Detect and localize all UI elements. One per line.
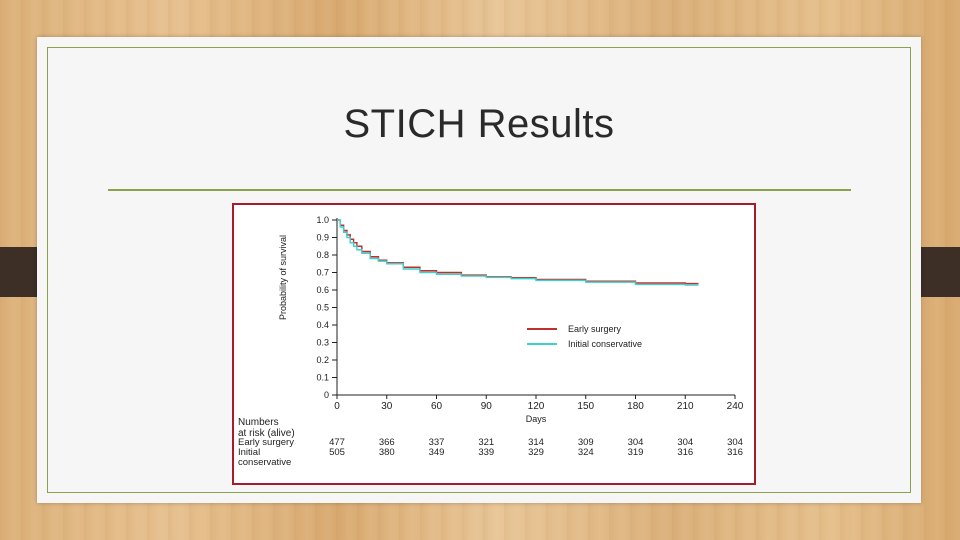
y-tick-label: 0.8	[316, 250, 329, 260]
at-risk-value: 329	[528, 447, 544, 458]
legend-label: Initial conservative	[568, 339, 642, 349]
title-divider	[108, 189, 851, 191]
at-risk-header: Numbers	[238, 417, 279, 428]
y-tick-label: 0.4	[316, 320, 329, 330]
at-risk-value: 349	[429, 447, 445, 458]
at-risk-value: 314	[528, 437, 544, 448]
x-tick-label: 60	[431, 401, 443, 412]
at-risk-value: 380	[379, 447, 395, 458]
y-tick-label: 0.1	[316, 373, 329, 383]
slide-title: STICH Results	[343, 102, 615, 146]
legend-label: Early surgery	[568, 324, 622, 334]
at-risk-value: 304	[677, 437, 693, 448]
x-tick-label: 210	[677, 401, 694, 412]
at-risk-value: 316	[677, 447, 693, 458]
y-tick-label: 0.6	[316, 285, 329, 295]
x-tick-label: 30	[381, 401, 393, 412]
at-risk-value: 339	[478, 447, 494, 458]
y-tick-label: 1.0	[316, 215, 329, 225]
at-risk-header: at risk (alive)	[238, 428, 295, 439]
y-axis-label: Probability of survival	[278, 235, 288, 320]
y-tick-label: 0.2	[316, 355, 329, 365]
y-tick-label: 0.7	[316, 268, 329, 278]
at-risk-value: 309	[578, 437, 594, 448]
at-risk-row-label: Initial	[238, 447, 260, 458]
survival-chart: 0 0.1 0.2 0.3 0.4 0.5 0.6 0.7 0.8 0.9 1.0 0 30 60 90 12…	[238, 215, 744, 468]
at-risk-row-label: Early surgery	[238, 437, 294, 448]
x-tick-label: 180	[627, 401, 644, 412]
series-line-early-surgery	[337, 219, 699, 285]
at-risk-value: 477	[329, 437, 345, 448]
y-tick-label: 0.5	[316, 303, 329, 313]
at-risk-value: 304	[628, 437, 644, 448]
x-tick-label: 240	[727, 401, 744, 412]
at-risk-row-label: conservative	[238, 457, 291, 468]
x-tick-label: 150	[577, 401, 594, 412]
x-tick-label: 0	[334, 401, 340, 412]
x-tick-label: 120	[528, 401, 545, 412]
y-tick-label: 0	[324, 390, 329, 400]
at-risk-value: 366	[379, 437, 395, 448]
x-axis-label: Days	[526, 414, 547, 424]
y-tick-label: 0.9	[316, 233, 329, 243]
y-tick-label: 0.3	[316, 338, 329, 348]
at-risk-value: 505	[329, 447, 345, 458]
at-risk-value: 337	[429, 437, 445, 448]
at-risk-value: 316	[727, 447, 743, 458]
at-risk-value: 304	[727, 437, 743, 448]
slide-border	[47, 47, 911, 493]
at-risk-value: 319	[628, 447, 644, 458]
at-risk-value: 321	[478, 437, 494, 448]
series-line-initial-conservative	[337, 219, 699, 286]
chart-frame: 0 0.1 0.2 0.3 0.4 0.5 0.6 0.7 0.8 0.9 1.0 0 30 60 90 12…	[232, 203, 756, 485]
at-risk-value: 324	[578, 447, 594, 458]
x-tick-label: 90	[481, 401, 493, 412]
